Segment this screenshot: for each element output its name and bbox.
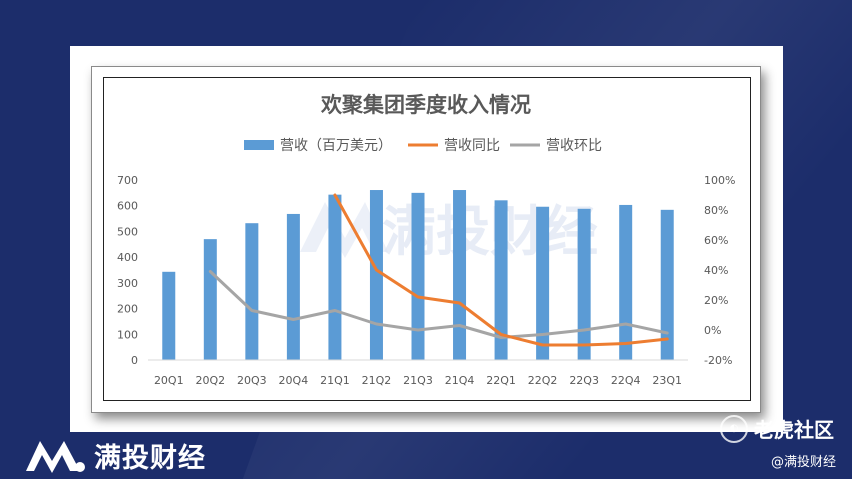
legend-swatch-bar: [244, 140, 274, 150]
bar-20Q3: [245, 223, 259, 360]
y-right-tick-label: 20%: [704, 294, 728, 307]
y-left-tick-label: 500: [117, 225, 138, 238]
bar-20Q4: [286, 213, 300, 360]
bar-21Q4: [453, 190, 467, 360]
legend: 营收（百万美元） 营收同比 营收环比: [244, 138, 602, 154]
x-tick-label: 20Q1: [154, 374, 184, 387]
y-right-tick-label: 40%: [704, 264, 728, 277]
bar-22Q1: [494, 200, 508, 360]
bar-20Q2: [203, 239, 217, 360]
x-tick-label: 20Q2: [195, 374, 225, 387]
line-营收环比: [208, 270, 669, 339]
footer-logo: 满投财经: [24, 436, 206, 474]
bar-22Q2: [536, 206, 550, 360]
chart-inner-border: [103, 77, 751, 401]
bar-22Q4: [619, 204, 633, 360]
y-left-tick-label: 300: [117, 277, 138, 290]
line-营收同比: [333, 193, 669, 347]
legend-label: 营收（百万美元）: [280, 138, 392, 154]
y-right-tick-label: 60%: [704, 234, 728, 247]
logo-icon: [26, 441, 85, 473]
line-series: [208, 193, 669, 347]
bar-20Q1: [162, 271, 176, 360]
y-axis-left: 0 100 200 300 400 500 600 700: [117, 174, 138, 367]
y-left-tick-label: 400: [117, 251, 138, 264]
community-name: 老虎社区: [754, 418, 834, 442]
x-tick-label: 22Q3: [569, 374, 599, 387]
x-axis: 20Q1 20Q2 20Q3 20Q4 21Q1 21Q2 21Q3 21Q4 22Q1 22Q2…: [154, 374, 682, 387]
x-tick-label: 22Q2: [528, 374, 558, 387]
bar-21Q2: [369, 190, 383, 360]
x-tick-label: 21Q4: [445, 374, 475, 387]
x-tick-label: 22Q4: [611, 374, 641, 387]
x-tick-label: 22Q1: [486, 374, 516, 387]
x-tick-label: 21Q2: [362, 374, 392, 387]
y-right-tick-label: 80%: [704, 204, 728, 217]
legend-label: 营收环比: [546, 138, 602, 154]
y-left-tick-label: 600: [117, 200, 138, 213]
chart-frame: [91, 66, 761, 413]
tiger-icon: ◐: [720, 414, 748, 443]
y-left-tick-label: 100: [117, 328, 138, 341]
x-tick-label: 20Q3: [237, 374, 267, 387]
y-right-tick-label: -20%: [704, 354, 732, 367]
y-left-tick-label: 200: [117, 303, 138, 316]
x-tick-label: 20Q4: [279, 374, 309, 387]
chart-title: 欢聚集团季度收入情况: [320, 92, 531, 117]
y-left-tick-label: 700: [117, 174, 138, 187]
bar-22Q3: [577, 208, 591, 360]
y-left-tick-label: 0: [131, 354, 138, 367]
y-right-tick-label: 100%: [704, 174, 735, 187]
bar-21Q3: [411, 192, 425, 360]
author-handle: @满投财经: [770, 455, 836, 470]
bar-series: [162, 190, 674, 360]
bar-21Q1: [328, 194, 342, 360]
x-tick-label: 21Q3: [403, 374, 433, 387]
bar-23Q1: [660, 209, 674, 360]
community-badge: ◐ 老虎社区: [720, 414, 834, 443]
y-right-tick-label: 0%: [704, 324, 721, 337]
footer-brand-name: 满投财经: [94, 442, 206, 474]
watermark-logo-icon: [300, 202, 388, 258]
x-tick-label: 23Q1: [652, 374, 682, 387]
legend-label: 营收同比: [444, 138, 500, 154]
x-tick-label: 21Q1: [320, 374, 350, 387]
y-axis-right: -20% 0% 20% 40% 60% 80% 100%: [704, 174, 735, 367]
